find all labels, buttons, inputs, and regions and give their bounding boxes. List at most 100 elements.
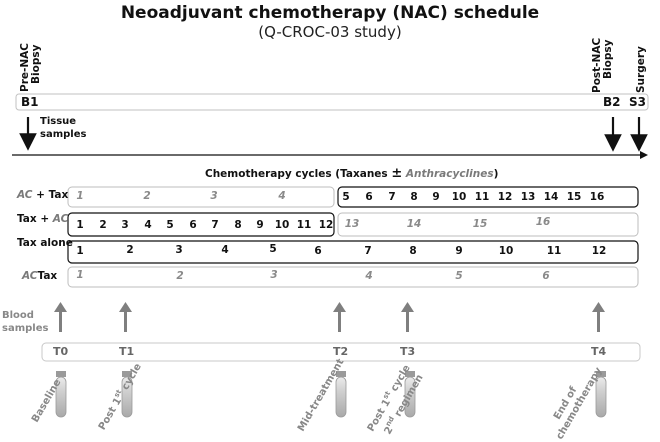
cycle-actax: 1 [76, 269, 84, 281]
cycle-ac-tax-second: 14 [543, 191, 559, 203]
blood-arrow-t4-head [592, 302, 605, 312]
cycle-tax-alone: 11 [546, 245, 562, 257]
actax-box [67, 266, 639, 288]
diagram-subtitle: (Q-CROC-03 study) [258, 23, 402, 41]
timepoint-t3: T3 [400, 345, 416, 358]
tax-ac-second-box [337, 212, 639, 237]
blood-arrow-t2-head [333, 302, 346, 312]
cycle-tax-alone: 5 [269, 243, 277, 255]
cycle-actax: 2 [176, 270, 184, 282]
caption-prefix: Chemotherapy cycles ( [205, 168, 341, 180]
tube-post-second [404, 371, 416, 418]
cycle-actax: 4 [365, 270, 373, 282]
cycle-ac-tax-first: 1 [76, 190, 84, 202]
blood-arrow-t4-shaft [597, 310, 600, 332]
cycle-tax-ac-first: 4 [144, 219, 152, 231]
cycle-tax-alone: 12 [591, 245, 607, 257]
cycle-ac-tax-second: 10 [451, 191, 467, 203]
row-label-ac-tax-a: AC [17, 189, 33, 201]
tube-end [595, 371, 607, 418]
tube-post-first [121, 371, 133, 418]
cycle-tax-ac-first: 5 [166, 219, 174, 231]
cycle-tax-alone: 8 [409, 245, 417, 257]
caption-plus-minus: ± [391, 166, 403, 181]
cycle-ac-tax-second: 7 [388, 191, 396, 203]
row-label-actax-a: AC [22, 270, 38, 282]
timepoint-t4: T4 [591, 345, 607, 358]
tissue-line1: Tissue [40, 116, 77, 127]
tube-baseline [55, 371, 67, 418]
row-label-tax-ac: Tax + AC [17, 213, 68, 225]
marker-b2: B2 [603, 95, 621, 109]
row-label-tax-ac-b: AC [52, 213, 69, 225]
biopsy-row-box [15, 93, 649, 111]
blood-arrow-t0-head [54, 302, 67, 312]
cycle-tax-ac-first: 1 [76, 219, 84, 231]
timepoint-t2: T2 [333, 345, 349, 358]
caption-anthracyclines: Anthracyclines [405, 168, 494, 180]
cycle-ac-tax-second: 6 [365, 191, 373, 203]
caption-suffix: ) [493, 168, 499, 180]
timepoint-t1: T1 [119, 345, 135, 358]
blood-arrow-t1-head [119, 302, 132, 312]
cycle-tax-ac-first: 3 [121, 219, 129, 231]
cycle-actax: 3 [270, 269, 278, 281]
cycle-ac-tax-second: 15 [566, 191, 582, 203]
tax-alone-box [67, 240, 639, 264]
cycle-ac-tax-second: 12 [497, 191, 513, 203]
cycle-tax-ac-first: 7 [211, 219, 219, 231]
blood-arrow-t1-shaft [124, 310, 127, 332]
chemo-caption: Chemotherapy cycles (Taxanes ± Anthracyc… [205, 166, 498, 181]
cycle-actax: 6 [542, 270, 550, 282]
row-label-ac-tax-b: + Tax [32, 189, 69, 201]
row-label-actax-b: Tax [37, 270, 58, 282]
tax-ac-first-box [67, 212, 335, 237]
tissue-samples-label: Tissue samples [40, 115, 86, 141]
blood-tubes [55, 371, 607, 418]
blood-samples-label: Blood samples [2, 309, 48, 335]
ac-tax-first-box [67, 186, 335, 208]
cycle-tax-ac-first: 2 [99, 219, 107, 231]
blood-timeline-box [41, 342, 641, 362]
row-label-tax-ac-a: Tax + [17, 213, 53, 225]
row-label-tax-alone: Tax alone [17, 237, 73, 249]
blood-label-line2: samples [2, 323, 49, 334]
marker-s3: S3 [629, 95, 646, 109]
cycle-ac-tax-first: 3 [210, 190, 218, 202]
cycle-tax-alone: 10 [498, 245, 514, 257]
blood-arrow-t3-shaft [406, 310, 409, 332]
caption-taxanes: Taxanes [340, 168, 392, 180]
row-label-actax: ACTax [22, 270, 57, 282]
cycle-ac-tax-second: 13 [520, 191, 536, 203]
cycle-actax: 5 [455, 270, 463, 282]
cycle-tax-ac-second: 16 [535, 216, 551, 228]
diagram-title: Neoadjuvant chemotherapy (NAC) schedule [120, 3, 540, 23]
tube-mid [335, 371, 347, 418]
timepoint-t0: T0 [53, 345, 69, 358]
cycle-tax-ac-first: 10 [274, 219, 290, 231]
cycle-tax-ac-first: 8 [234, 219, 242, 231]
cycle-ac-tax-first: 2 [143, 190, 151, 202]
cycle-tax-ac-first: 6 [189, 219, 197, 231]
cycle-tax-alone: 2 [126, 244, 134, 256]
cycle-tax-ac-first: 9 [256, 219, 264, 231]
cycle-tax-alone: 7 [364, 245, 372, 257]
cycle-ac-tax-first: 4 [278, 190, 286, 202]
cycle-tax-alone: 4 [221, 244, 229, 256]
cycle-ac-tax-second: 5 [342, 191, 350, 203]
cycle-ac-tax-second: 9 [432, 191, 440, 203]
tissue-line2: samples [40, 129, 87, 140]
cycle-tax-ac-second: 13 [344, 218, 360, 230]
cycle-tax-alone: 3 [175, 244, 183, 256]
cycle-tax-alone: 1 [76, 245, 84, 257]
timeline-arrowhead [640, 151, 648, 159]
blood-label-line1: Blood [2, 310, 34, 321]
blood-arrow-t0-shaft [59, 310, 62, 332]
ac-tax-second-box [337, 186, 639, 208]
cycle-tax-alone: 6 [314, 245, 322, 257]
cycle-tax-ac-first: 12 [318, 219, 334, 231]
cycle-tax-ac-first: 11 [296, 219, 312, 231]
cycle-tax-alone: 9 [455, 245, 463, 257]
